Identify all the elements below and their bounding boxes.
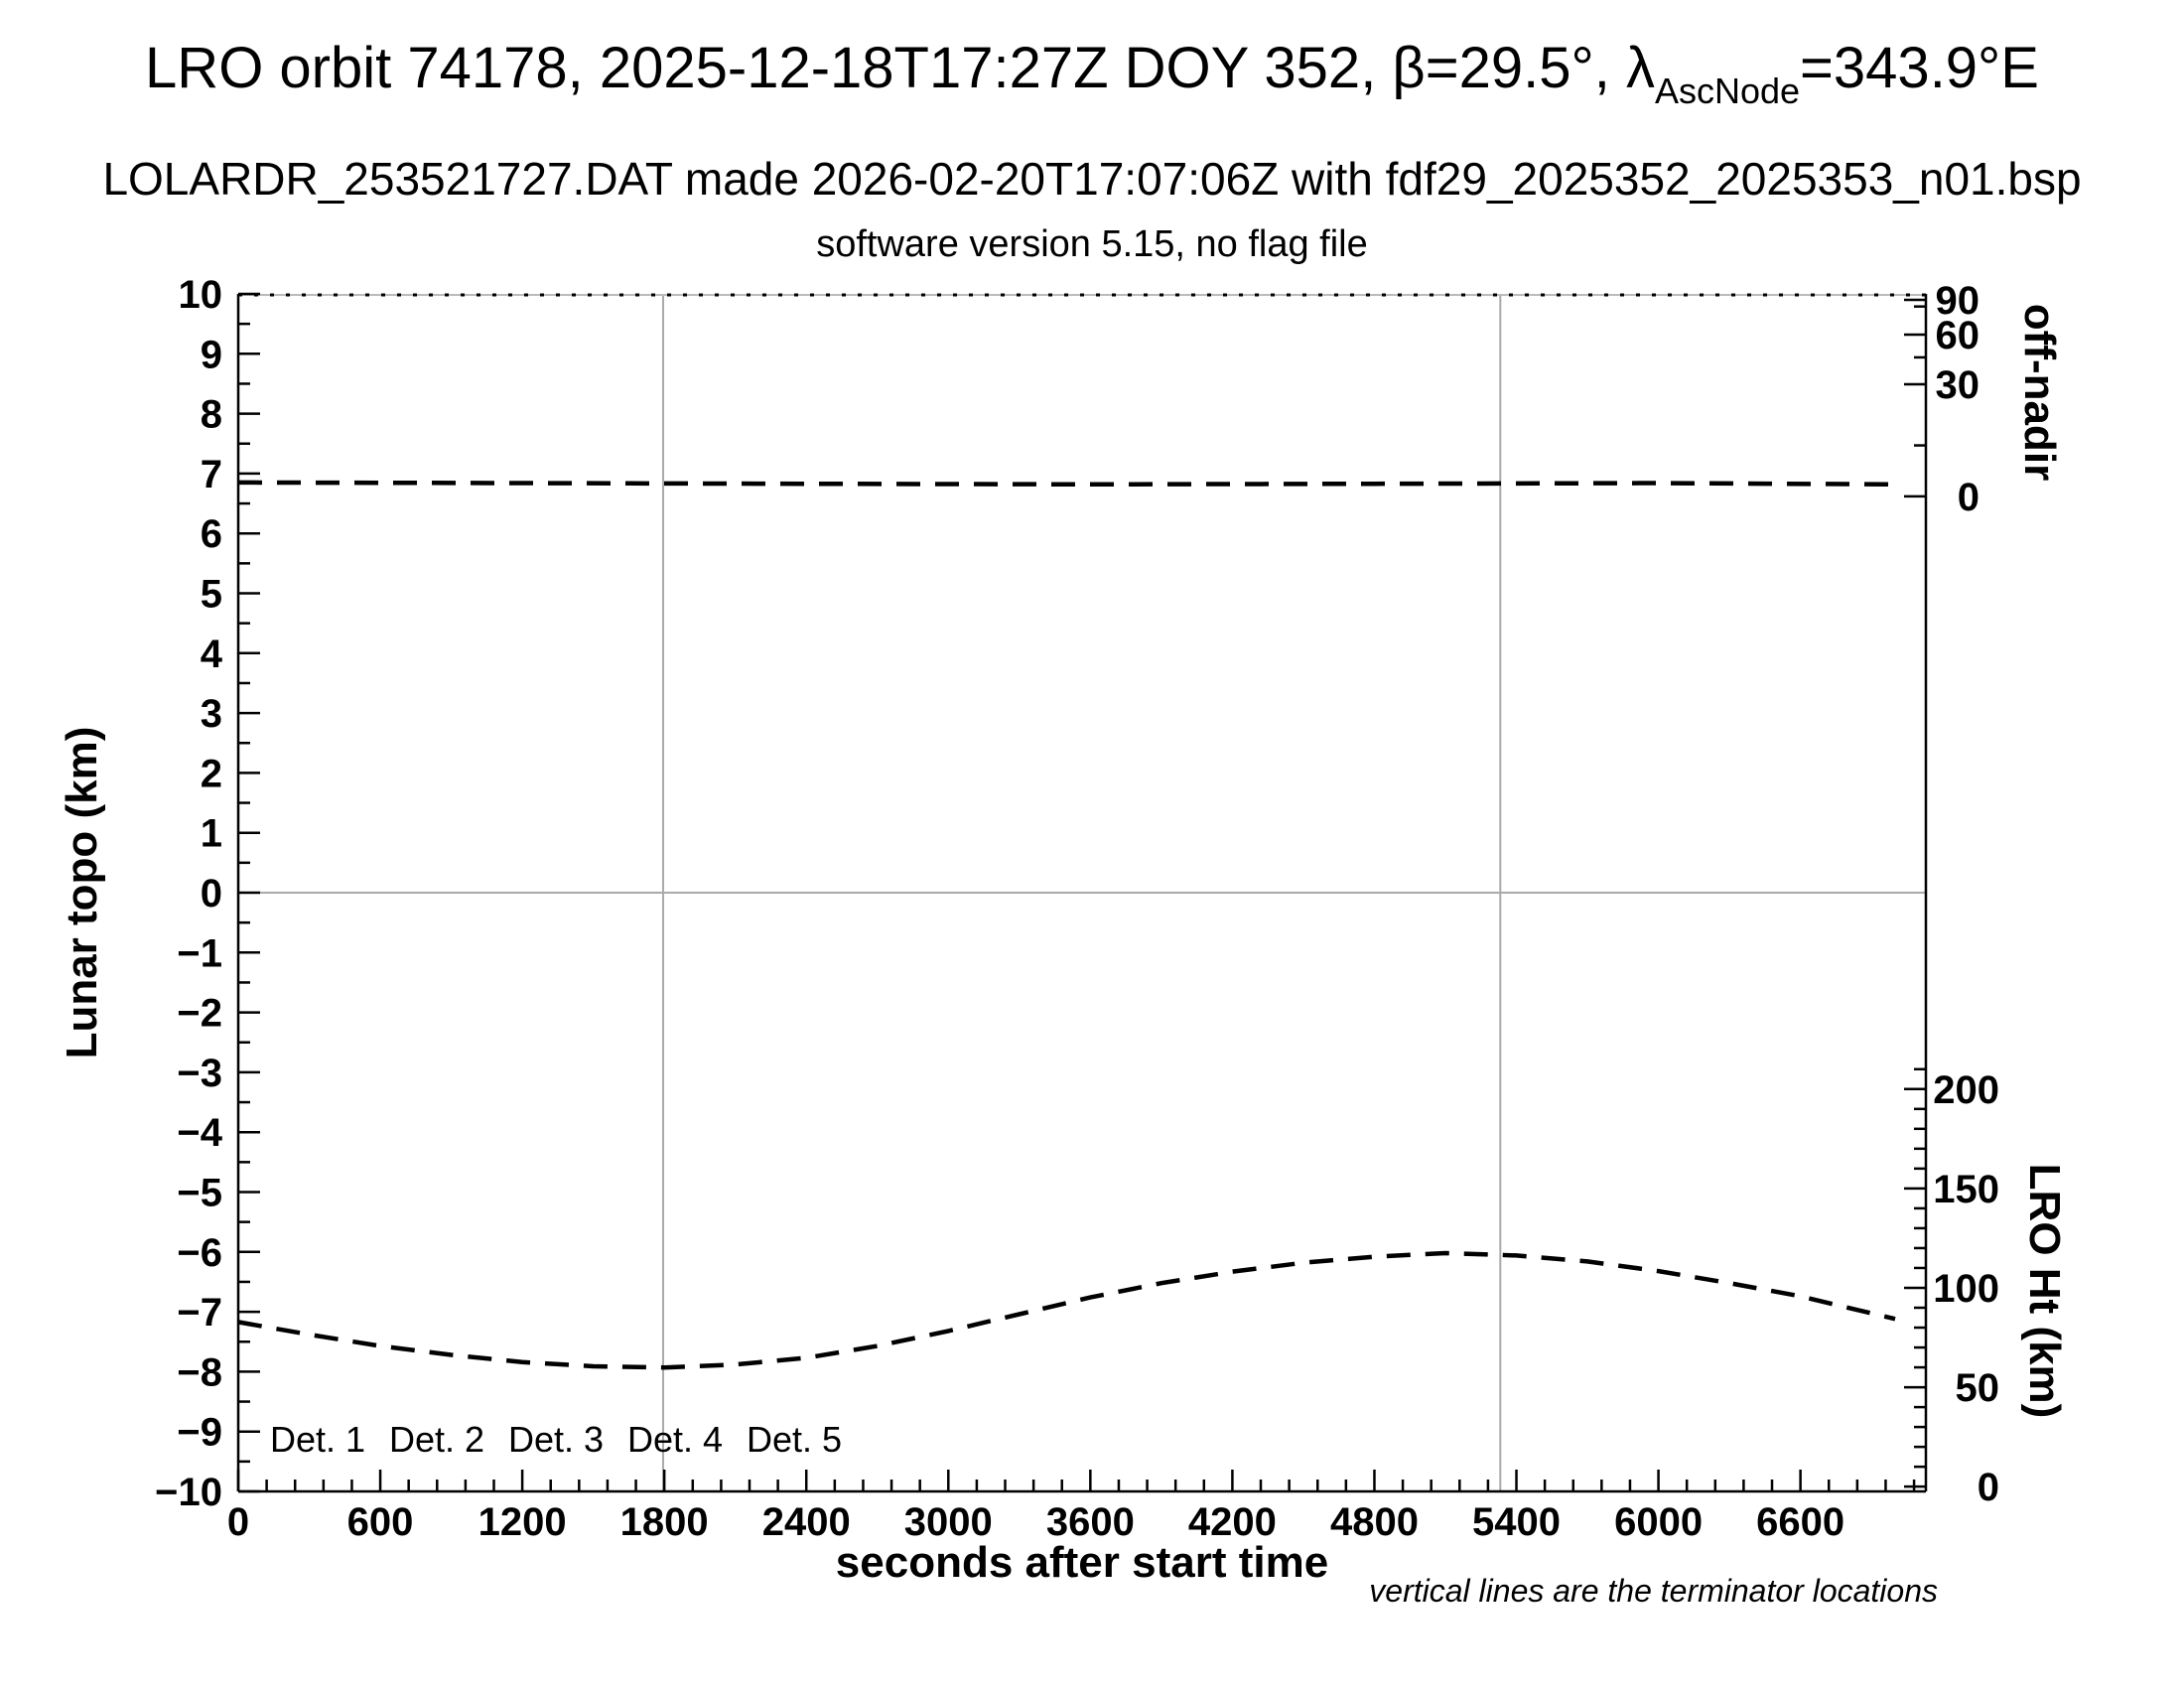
legend-item: Det. 5: [747, 1419, 842, 1460]
x-tick-label: 2400: [762, 1500, 851, 1544]
x-tick-label: 5400: [1472, 1500, 1561, 1544]
x-tick-label: 1800: [620, 1500, 709, 1544]
y-left-tick-label: 10: [179, 273, 223, 317]
y-left-tick-label: 6: [201, 512, 222, 556]
y-axis-label-right-top: off-nadir: [2015, 304, 2064, 481]
series-lro-height: [237, 1250, 1896, 1370]
x-tick-label: 1200: [478, 1500, 567, 1544]
legend-item: Det. 4: [627, 1419, 723, 1460]
plot-subtitle: LOLARDR_253521727.DAT made 2026-02-20T17…: [102, 153, 2081, 205]
y-axis-label-right-bottom: LRO Ht (km): [2020, 1164, 2069, 1419]
y-axis-label-left: Lunar topo (km): [58, 727, 106, 1059]
lro-ht-tick-label: 150: [1933, 1168, 1999, 1211]
y-left-tick-label: −9: [177, 1411, 222, 1455]
y-left-tick-label: −5: [177, 1172, 222, 1215]
y-left-tick-label: −1: [177, 931, 222, 975]
x-tick-label: 6600: [1756, 1500, 1844, 1544]
y-left-tick-label: −4: [177, 1111, 222, 1155]
y-left-tick-label: 5: [201, 573, 222, 617]
y-left-tick-label: −8: [177, 1350, 222, 1394]
off-nadir-tick-label: 60: [1936, 314, 1980, 357]
y-left-tick-label: 2: [201, 752, 222, 795]
y-left-tick-label: −2: [177, 992, 222, 1036]
x-tick-label: 3600: [1046, 1500, 1135, 1544]
x-tick-label: 6000: [1614, 1500, 1703, 1544]
lro-ht-tick-label: 50: [1956, 1366, 2000, 1410]
y-left-tick-label: 7: [201, 453, 222, 496]
lro-ht-tick-label: 0: [1978, 1466, 1999, 1509]
off-nadir-tick-label: 30: [1936, 363, 1980, 407]
x-tick-label: 0: [227, 1500, 249, 1544]
legend-item: Det. 2: [389, 1419, 484, 1460]
x-axis-label: seconds after start time: [836, 1538, 1328, 1587]
legend-item: Det. 1: [270, 1419, 365, 1460]
plot-frame: [236, 293, 1928, 1493]
lro-ht-tick-label: 100: [1933, 1267, 1999, 1311]
reference-lines: [238, 294, 1926, 1491]
x-tick-label: 600: [347, 1500, 414, 1544]
y-left-tick-label: 8: [201, 393, 222, 437]
off-nadir-tick-label: 0: [1958, 476, 1979, 519]
x-tick-label: 3000: [904, 1500, 993, 1544]
off-nadir-tick-label: 90: [1936, 279, 1980, 323]
y-left-tick-label: −3: [177, 1052, 222, 1095]
legend-item: Det. 3: [508, 1419, 604, 1460]
x-tick-label: 4800: [1330, 1500, 1419, 1544]
y-left-tick-label: 0: [201, 872, 222, 916]
y-left-tick-label: −7: [177, 1291, 222, 1335]
y-left-tick-label: 3: [201, 692, 222, 736]
terminator-note: vertical lines are the terminator locati…: [1369, 1573, 1938, 1609]
detector-legend: Det. 1 Det. 2 Det. 3 Det. 4 Det. 5: [270, 1419, 842, 1460]
y-left-tick-label: 1: [201, 812, 222, 856]
y-left-tick-label: −6: [177, 1231, 222, 1275]
y-left-tick-label: −10: [155, 1471, 222, 1514]
series-curves: [237, 480, 1896, 1370]
plot-title: LRO orbit 74178, 2025-12-18T17:27Z DOY 3…: [145, 36, 2039, 111]
y-left-tick-label: 4: [201, 633, 223, 676]
lro-ht-tick-label: 200: [1933, 1068, 1999, 1112]
y-left-tick-label: 9: [201, 333, 222, 376]
right-axis-lro-ht-ticks: 200 150 100 50 0: [1904, 1067, 2000, 1509]
series-off-nadir-angle: [237, 480, 1896, 488]
plot-version-line: software version 5.15, no flag file: [816, 223, 1368, 265]
x-tick-label: 4200: [1188, 1500, 1277, 1544]
bottom-axis-ticks: 0 600 1200 1800 2400 3000 3600 4200 4800 5400 6000…: [227, 1470, 1916, 1544]
